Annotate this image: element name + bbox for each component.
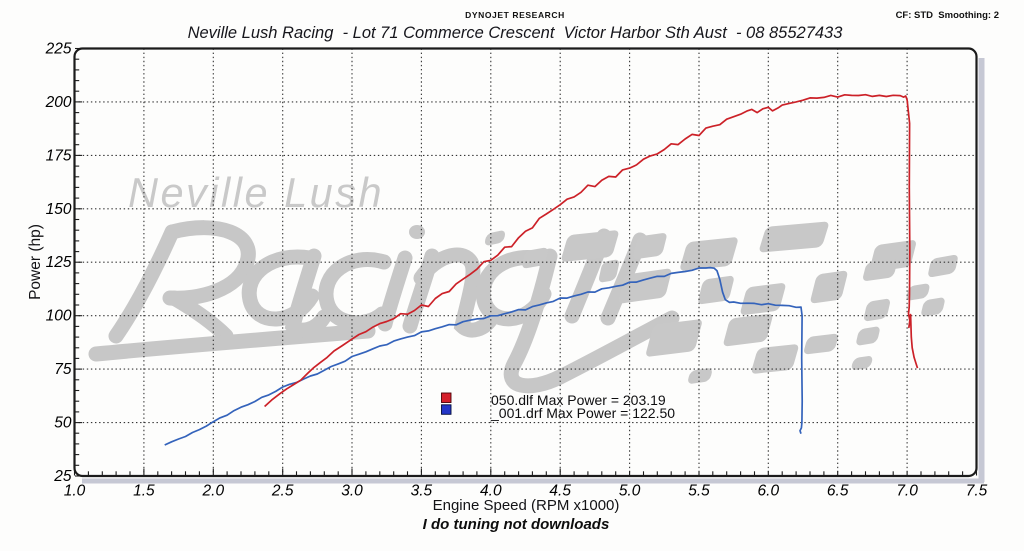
svg-text:200: 200: [45, 94, 72, 111]
svg-text:_001.drf Max Power = 122.50: _001.drf Max Power = 122.50: [490, 405, 675, 421]
svg-text:6.5: 6.5: [827, 483, 849, 500]
svg-text:2.5: 2.5: [271, 483, 294, 500]
svg-text:2.0: 2.0: [202, 483, 225, 500]
svg-text:Power (hp): Power (hp): [27, 224, 44, 300]
svg-text:175: 175: [46, 147, 72, 164]
svg-text:3.0: 3.0: [341, 483, 363, 500]
svg-text:4.0: 4.0: [480, 483, 502, 500]
svg-text:4.5: 4.5: [549, 483, 571, 500]
svg-text:125: 125: [46, 254, 72, 271]
svg-text:75: 75: [54, 361, 72, 378]
svg-text:3.5: 3.5: [411, 483, 433, 500]
svg-text:5.0: 5.0: [619, 483, 641, 500]
svg-text:7.5: 7.5: [966, 483, 988, 500]
svg-text:Engine Speed (RPM x1000): Engine Speed (RPM x1000): [433, 497, 620, 514]
svg-text:1.0: 1.0: [64, 483, 86, 500]
svg-text:7.0: 7.0: [896, 483, 918, 500]
svg-text:1.5: 1.5: [133, 483, 155, 500]
svg-text:50: 50: [54, 415, 72, 432]
svg-text:100: 100: [46, 308, 72, 325]
svg-text:6.0: 6.0: [758, 483, 780, 500]
svg-text:Neville Lush: Neville Lush: [128, 169, 384, 216]
svg-text:225: 225: [45, 41, 72, 58]
svg-text:25: 25: [53, 468, 72, 485]
svg-text:050.dlf Max Power = 203.19: 050.dlf Max Power = 203.19: [491, 392, 666, 408]
svg-text:5.5: 5.5: [688, 483, 710, 500]
svg-text:150: 150: [46, 201, 72, 218]
